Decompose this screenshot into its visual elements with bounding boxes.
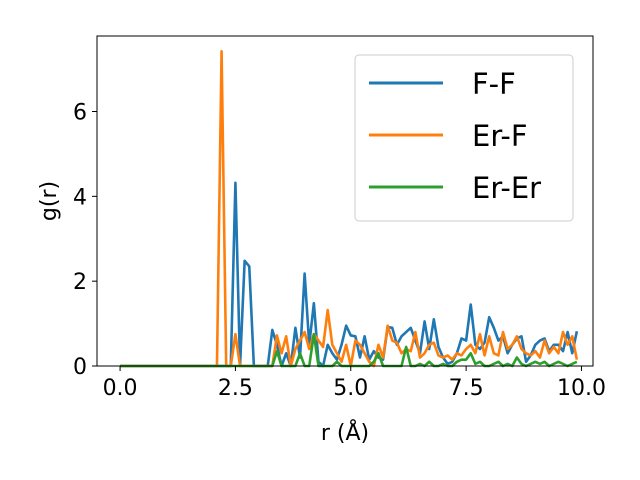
legend: F-F Er-F Er-Er	[354, 54, 574, 222]
x-tick-label: 2.5	[218, 376, 253, 401]
x-tick-label: 5.0	[333, 376, 368, 401]
x-tick-label: 7.5	[449, 376, 484, 401]
legend-label-f-f: F-F	[472, 67, 516, 101]
y-tick-label: 0	[73, 355, 87, 380]
legend-frame	[354, 54, 574, 222]
y-axis-label: g(r)	[37, 181, 62, 221]
plot-frame	[96, 35, 594, 367]
x-tick-label: 0.0	[103, 376, 138, 401]
y-tick-label: 2	[73, 270, 87, 295]
ticks-layer: 0.0 2.5 5.0 7.5 10.0 0 2 4 6	[73, 101, 606, 401]
legend-label-er-f: Er-F	[472, 119, 528, 153]
x-tick-label: 10.0	[557, 376, 606, 401]
y-tick-label: 6	[73, 101, 87, 126]
y-tick-label: 4	[73, 185, 87, 210]
legend-label-er-er: Er-Er	[472, 171, 541, 205]
x-axis-label: r (Å)	[321, 419, 369, 446]
